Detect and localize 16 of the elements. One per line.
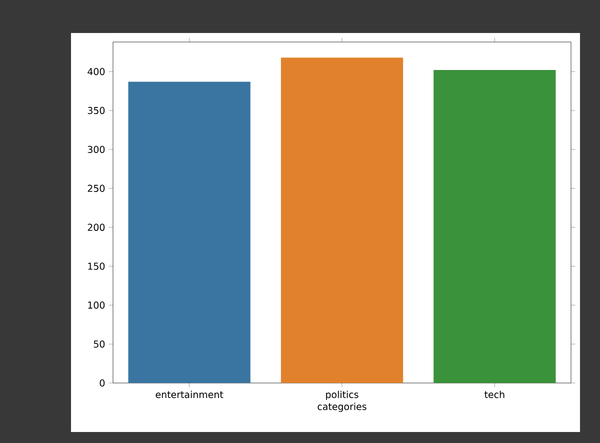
- y-tick-label: 100: [88, 302, 105, 309]
- bar: [280, 58, 404, 383]
- x-tick-label: entertainment: [156, 390, 224, 398]
- y-tick-label: 150: [88, 262, 105, 270]
- y-tick-label: 250: [88, 184, 105, 192]
- y-tick-label: 400: [88, 68, 105, 76]
- y-tick-label: 350: [88, 106, 105, 114]
- y-tick-label: 200: [88, 224, 105, 231]
- x-tick-label: tech: [484, 390, 504, 398]
- x-tick-label: politics: [326, 390, 358, 400]
- bar: [434, 70, 556, 383]
- bar: [128, 82, 250, 383]
- y-tick-label: 300: [88, 146, 105, 154]
- y-tick-label: 0: [100, 379, 105, 387]
- x-axis-title: categories: [318, 402, 366, 412]
- y-tick-label: 50: [94, 340, 105, 348]
